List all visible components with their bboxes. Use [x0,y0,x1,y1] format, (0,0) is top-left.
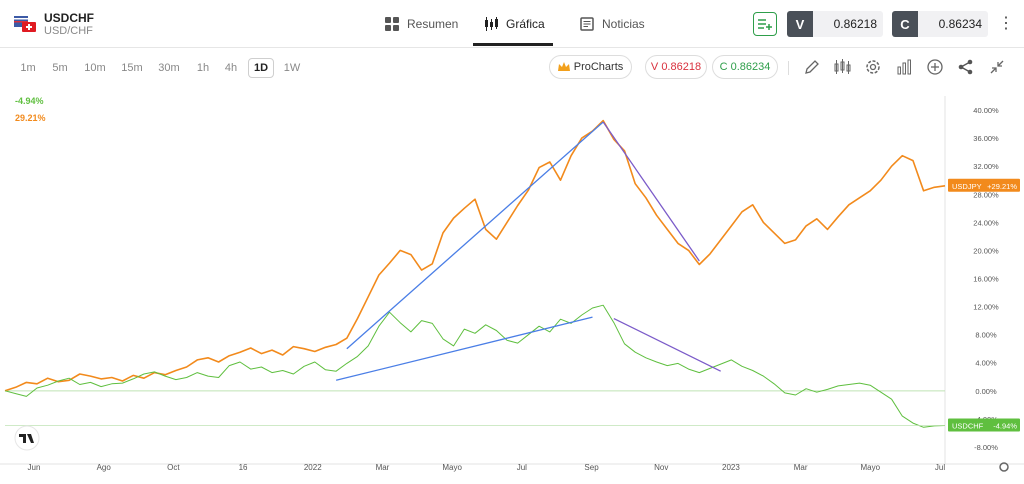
active-tab-indicator [473,43,553,46]
x-tick-label: Jul [935,463,945,472]
legend-usdjpy-change: 29.21% [15,113,46,123]
x-tick-label: Sep [584,463,599,472]
grid-icon [385,17,399,31]
more-options-icon[interactable]: ⋮ [998,15,1014,32]
tab-grafica-label: Gráfica [506,17,545,31]
y-tick-label: 20.00% [973,246,999,255]
watchlist-add-icon [758,19,772,30]
sell-pill-label: V 0.86218 [650,61,702,73]
indicators-icon[interactable] [896,58,914,76]
timeframe-1m[interactable]: 1m [20,62,36,74]
timeframe-1h[interactable]: 1h [196,62,210,74]
timeframe-30m[interactable]: 30m [158,62,180,74]
pencil-icon[interactable] [803,58,821,76]
news-icon [580,17,594,31]
x-tick-label: Mayo [442,463,462,472]
top-bar: USDCHF USD/CHF Resumen Gráfica Noticias [0,0,1024,48]
candles-icon [485,17,498,31]
price-tag-name: USDJPY [952,182,982,191]
buy-label: C [892,11,918,37]
tab-resumen[interactable]: Resumen [385,0,458,48]
share-icon[interactable] [957,58,975,76]
sell-quote-button[interactable]: V 0.86218 [787,11,883,37]
y-tick-label: 16.00% [973,275,999,284]
timeframe-4h[interactable]: 4h [224,62,238,74]
y-tick-label: 28.00% [973,190,999,199]
y-tick-label: 0.00% [975,387,997,396]
x-tick-label: Mayo [861,463,881,472]
trendline [335,316,593,381]
timeframe-15m[interactable]: 15m [121,62,143,74]
add-to-watchlist-button[interactable] [753,12,777,36]
instrument-pair: USD/CHF [44,25,93,37]
chart-area[interactable]: -4.94% 29.21% 40.00% 36.00% 32.00% 28.00% 24… [0,86,1024,479]
trendline [346,121,604,350]
y-tick-label: 12.00% [973,303,999,312]
procharts-button[interactable]: ProCharts [549,55,632,79]
tab-noticias[interactable]: Noticias [580,0,645,48]
y-tick-label: 32.00% [973,162,999,171]
price-tag-value: -4.94% [993,422,1017,431]
x-tick-label: Mar [376,463,390,472]
x-tick-label: Ago [97,463,112,472]
sell-value: 0.86218 [813,11,883,37]
x-tick-label: Mar [794,463,808,472]
tab-resumen-label: Resumen [407,17,459,31]
x-tick-label: Oct [167,463,180,472]
tab-grafica[interactable]: Gráfica [484,0,545,48]
sell-pill-button[interactable]: V 0.86218 [645,55,707,79]
series-line-usdjpy [4,119,946,392]
y-tick-label: 24.00% [973,218,999,227]
price-tag-usdchf [948,418,1020,432]
y-tick-label: 8.00% [975,331,997,340]
trendline [613,317,721,372]
instrument-symbol: USDCHF [44,11,94,25]
x-tick-label: Jul [517,463,527,472]
collapse-icon[interactable] [988,58,1006,76]
x-tick-label: 16 [239,463,248,472]
y-tick-label: 4.00% [975,359,997,368]
series-line-usdchf [4,304,946,428]
chart-toolbar: 1m 5m 10m 15m 30m 1h 4h 1D 1W ProCharts … [0,48,1024,86]
price-tag-name: USDCHF [952,422,984,431]
add-circle-icon[interactable] [926,58,944,76]
timeframe-1w[interactable]: 1W [283,62,301,74]
trendline [602,121,700,262]
tradingview-logo-icon[interactable] [14,425,40,451]
x-tick-label: Jun [28,463,41,472]
procharts-label: ProCharts [573,61,624,73]
y-tick-label: 40.00% [973,106,999,115]
tab-noticias-label: Noticias [602,17,645,31]
usdchf-flag-icon [14,16,36,32]
toolbar-divider [788,61,789,75]
chart-type-icon[interactable] [833,58,851,76]
axis-settings-icon[interactable] [999,462,1009,472]
gear-icon[interactable] [864,58,882,76]
y-tick-label: -8.00% [974,443,998,452]
sell-label: V [787,11,813,37]
buy-pill-button[interactable]: C 0.86234 [712,55,778,79]
x-tick-label: 2023 [722,463,740,472]
y-tick-label: 36.00% [973,134,999,143]
price-tag-usdjpy [948,178,1020,192]
crown-icon [557,62,570,71]
timeframe-1d[interactable]: 1D [248,58,274,78]
buy-value: 0.86234 [918,11,988,37]
price-tag-value: +29.21% [987,182,1017,191]
timeframe-5m[interactable]: 5m [52,62,68,74]
buy-pill-label: C 0.86234 [719,61,771,73]
legend-usdchf-change: -4.94% [15,96,44,106]
comparison-chart: 40.00% 36.00% 32.00% 28.00% 24.00% 20.00% 16.0… [0,96,1024,472]
timeframe-10m[interactable]: 10m [84,62,106,74]
x-tick-label: 2022 [304,463,322,472]
buy-quote-button[interactable]: C 0.86234 [892,11,988,37]
x-tick-label: Nov [654,463,668,472]
